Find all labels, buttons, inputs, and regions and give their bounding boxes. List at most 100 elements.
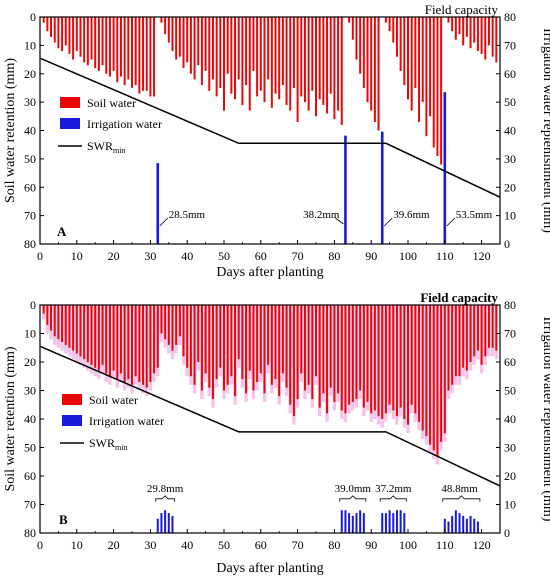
soil-water-bar <box>267 17 270 80</box>
soil-water-bar <box>410 17 413 111</box>
irrigation-bar <box>458 513 461 533</box>
swr-min-line <box>39 57 501 198</box>
x-tick-label: 100 <box>399 538 417 552</box>
soil-water-bar <box>208 305 211 388</box>
irrigation-amount-label: 39.0mm <box>335 483 372 495</box>
irrigation-bar <box>344 135 347 244</box>
soil-water-bar <box>211 17 214 80</box>
soil-water-bar <box>491 17 494 57</box>
x-tick-label: 80 <box>328 249 340 263</box>
soil-water-bar <box>53 305 56 337</box>
soil-water-bar <box>171 17 174 52</box>
soil-water-bar <box>119 305 122 374</box>
soil-water-bar <box>355 305 358 400</box>
soil-water-bar <box>395 305 398 417</box>
soil-water-bar <box>259 17 262 91</box>
soil-water-bar <box>465 17 468 37</box>
y2-tick-label: 80 <box>504 10 516 24</box>
legend-irrigation-swatch <box>62 415 82 426</box>
y-tick-label: 80 <box>24 237 36 251</box>
panel-b: 0 10 20 30 40 50 60 70 80 90 100 110 120010203040506… <box>3 290 550 576</box>
legend-soil-swatch <box>60 97 80 108</box>
soil-water-bar <box>403 305 406 419</box>
y2-tick-label: 20 <box>504 469 516 483</box>
soil-water-bar <box>418 305 421 422</box>
soil-water-bar <box>407 305 409 425</box>
irrigation-bar <box>355 513 358 533</box>
irrigation-bar <box>362 513 365 533</box>
soil-water-bar <box>337 17 340 111</box>
soil-water-bar <box>61 305 64 343</box>
y2-tick-label: 70 <box>504 38 516 52</box>
soil-water-bar <box>64 305 67 345</box>
y2-tick-label: 10 <box>504 209 516 223</box>
soil-water-bar <box>303 17 306 103</box>
irrigation-group-bracket <box>339 495 367 502</box>
soil-water-bar <box>241 305 244 380</box>
soil-water-bar <box>421 17 424 103</box>
soil-water-bar <box>462 17 465 46</box>
soil-water-bar <box>432 17 435 148</box>
irrigation-label-leader <box>383 217 393 227</box>
y-tick-label: 0 <box>30 10 36 24</box>
soil-water-bar <box>68 17 71 54</box>
soil-water-bar <box>223 305 225 391</box>
soil-water-bar <box>458 305 461 377</box>
soil-water-bar <box>274 305 277 380</box>
soil-water-bar <box>230 17 233 94</box>
soil-water-bar <box>285 17 288 105</box>
soil-water-bar <box>175 305 178 345</box>
soil-water-bar <box>370 17 373 111</box>
soil-water-bar <box>366 17 369 103</box>
soil-water-bar <box>178 305 181 337</box>
soil-water-bar <box>267 305 270 365</box>
irrigation-bar <box>340 510 343 533</box>
soil-water-bar <box>245 305 248 394</box>
soil-water-bar <box>451 305 454 385</box>
soil-water-bar <box>373 17 376 122</box>
irrigation-bar <box>384 513 387 533</box>
soil-water-bar <box>83 17 86 63</box>
soil-water-bar <box>436 305 439 457</box>
irrigation-label-leader <box>159 217 169 227</box>
soil-water-bar <box>134 17 137 86</box>
y2-tick-label: 20 <box>504 180 516 194</box>
soil-water-bar <box>451 17 454 32</box>
x-tick-label: 60 <box>255 249 267 263</box>
soil-water-bar <box>384 305 387 414</box>
soil-water-bar <box>303 305 306 391</box>
soil-water-bar <box>300 305 303 374</box>
soil-water-bar <box>134 305 137 377</box>
y-tick-label: 30 <box>24 384 36 398</box>
x-axis-label: Days after planting <box>216 561 323 576</box>
soil-water-bar <box>138 305 141 382</box>
legend-soil-label: Soil water <box>89 393 138 407</box>
irrigation-bar <box>160 513 163 533</box>
x-tick-label: 0 <box>37 249 43 263</box>
soil-water-bar <box>112 305 115 371</box>
soil-water-bar <box>263 17 266 103</box>
soil-water-bar <box>160 17 163 23</box>
soil-water-bar <box>300 17 303 97</box>
irrigation-bar <box>359 510 362 533</box>
soil-water-bar <box>292 17 295 88</box>
irrigation-amount-label: 37.2mm <box>375 483 412 495</box>
soil-water-bar <box>90 305 93 365</box>
y2-tick-label: 60 <box>504 67 516 81</box>
irrigation-amount-label: 38.2mm <box>303 209 340 221</box>
soil-water-bar <box>64 17 67 46</box>
soil-water-bar <box>226 17 229 74</box>
irrigation-amount-label: 29.8mm <box>147 483 184 495</box>
soil-water-bar <box>79 305 82 357</box>
x-tick-label: 40 <box>181 538 193 552</box>
soil-water-bar <box>373 305 376 411</box>
soil-water-bar <box>219 305 222 368</box>
soil-water-bar <box>289 17 292 111</box>
soil-water-bar <box>57 305 60 340</box>
soil-water-bar <box>285 305 288 388</box>
irrigation-bar <box>344 510 347 533</box>
x-tick-label: 50 <box>218 538 230 552</box>
irrigation-group-bracket <box>442 495 481 502</box>
y2-tick-label: 40 <box>504 124 516 138</box>
soil-water-bar <box>105 305 108 374</box>
